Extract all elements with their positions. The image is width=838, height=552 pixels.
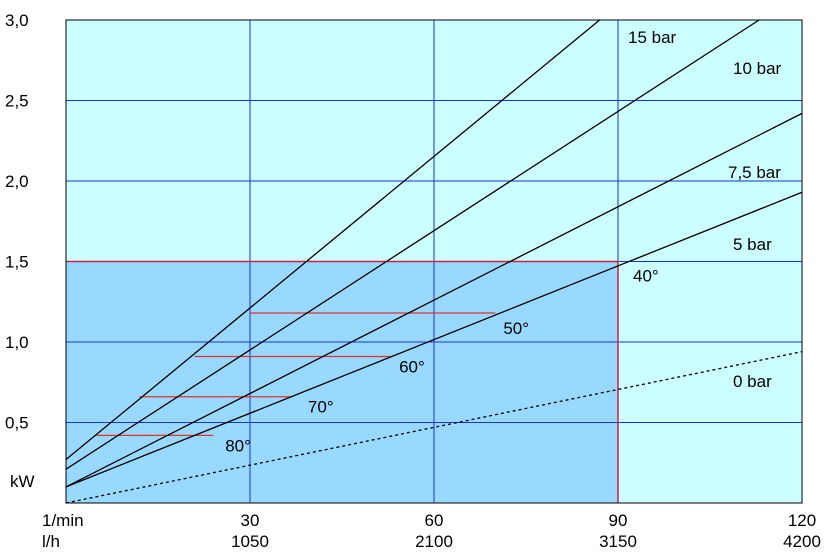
series-lines (65, 19, 803, 504)
y-tick-label: 1,0 (5, 333, 29, 352)
x-tick-label-rpm: 90 (609, 511, 628, 530)
temperature-label: 80° (225, 436, 251, 455)
y-tick-label: 2,5 (5, 92, 29, 111)
y-tick-label: 0,5 (5, 414, 29, 433)
series-line (65, 19, 760, 470)
x-tick-label-rpm: 30 (241, 511, 260, 530)
x-tick-label-flow: 4200 (783, 532, 821, 551)
series-line (65, 351, 803, 504)
y-tick-label: 3,0 (5, 11, 29, 30)
y-unit-label: kW (10, 472, 35, 491)
chart-labels: 40° 50° 60° 70° 80° 15 bar 10 bar 7,5 bar 5 bar 0… (5, 11, 821, 551)
y-tick-label: 2,0 (5, 172, 29, 191)
y-tick-label: 1,5 (5, 253, 29, 272)
x-tick-label-flow: 2100 (415, 532, 453, 551)
x-tick-label-flow: 3150 (599, 532, 637, 551)
x-tick-label-rpm: 60 (425, 511, 444, 530)
x-tick-label-flow: 1050 (231, 532, 269, 551)
series-label: 7,5 bar (728, 163, 781, 182)
x-tick-label-rpm: 120 (788, 511, 816, 530)
temperature-label: 40° (633, 267, 659, 286)
temperature-lines (96, 312, 496, 436)
temperature-label: 70° (308, 398, 334, 417)
operating-area-border (66, 260, 619, 503)
series-line (65, 112, 803, 488)
operating-area-outline (66, 260, 619, 503)
temperature-label: 50° (503, 319, 529, 338)
series-label: 0 bar (733, 372, 772, 391)
series-label: 10 bar (733, 59, 782, 78)
plot-frame (65, 19, 803, 504)
temperature-label: 60° (399, 357, 425, 376)
series-label: 15 bar (628, 28, 677, 47)
series-label: 5 bar (733, 235, 772, 254)
series-line (65, 19, 601, 461)
series-line (65, 191, 803, 488)
x-unit-label-flow: l/h (42, 532, 60, 551)
x-unit-label-rpm: 1/min (42, 511, 84, 530)
operating-area (66, 261, 618, 503)
